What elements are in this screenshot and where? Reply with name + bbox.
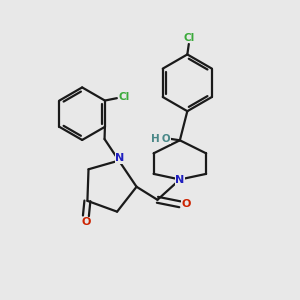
- Text: Cl: Cl: [183, 33, 194, 43]
- Text: Cl: Cl: [119, 92, 130, 102]
- Text: O: O: [181, 199, 190, 209]
- Text: N: N: [175, 176, 184, 185]
- Text: N: N: [115, 153, 124, 163]
- Text: O: O: [81, 218, 91, 227]
- Text: H O: H O: [151, 134, 171, 144]
